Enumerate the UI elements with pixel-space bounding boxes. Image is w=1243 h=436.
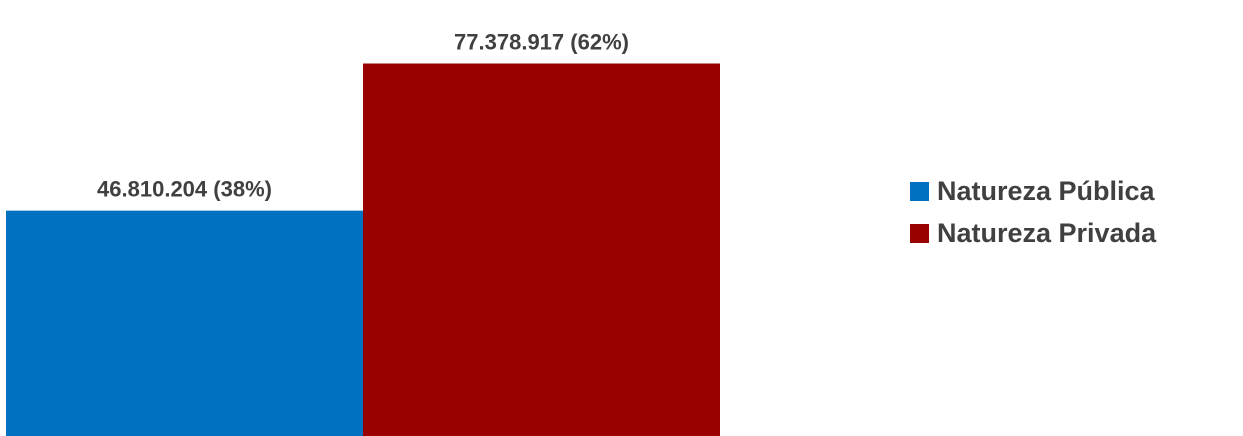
data-label-natureza-publica: 46.810.204 (38%) bbox=[97, 177, 272, 202]
legend-swatch-natureza-privada bbox=[910, 223, 929, 243]
legend-item-natureza-privada: Natureza Privada bbox=[910, 212, 1156, 254]
chart-legend: Natureza Pública Natureza Privada bbox=[910, 170, 1156, 254]
legend-label-natureza-publica: Natureza Pública bbox=[937, 175, 1155, 206]
legend-swatch-natureza-publica bbox=[910, 181, 929, 201]
legend-label-natureza-privada: Natureza Privada bbox=[937, 217, 1157, 248]
bar-natureza-privada bbox=[363, 63, 720, 436]
bar-natureza-publica bbox=[6, 210, 363, 436]
legend-item-natureza-publica: Natureza Pública bbox=[910, 170, 1156, 212]
data-label-natureza-privada: 77.378.917 (62%) bbox=[454, 30, 629, 55]
